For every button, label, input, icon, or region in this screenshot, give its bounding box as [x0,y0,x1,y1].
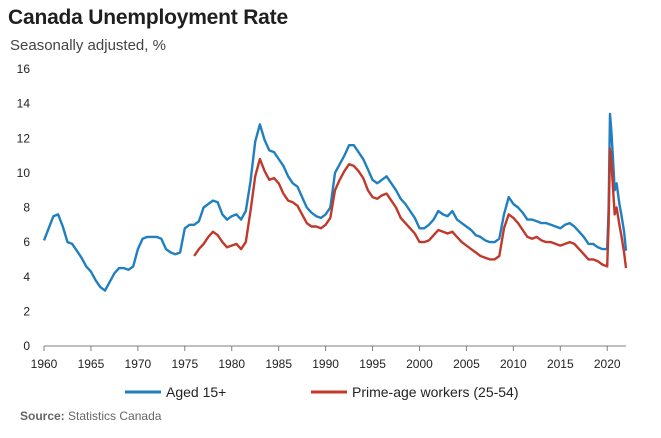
x-tick-label: 1975 [171,357,198,371]
series-line-2 [193,147,628,269]
x-tick-label: 1970 [125,357,152,371]
y-tick-label: 16 [17,62,31,76]
x-axis: 1960 1965 1970 1975 1980 1985 1990 1995 2000 2005… [31,345,626,371]
legend-label-2: Prime-age workers (25-54) [352,384,519,400]
x-tick-label: 2020 [594,357,621,371]
source-note: Source: Statistics Canada [20,409,161,423]
x-tick-label: 1985 [265,357,292,371]
x-tick-label: 1980 [218,357,245,371]
x-tick-label: 2005 [453,357,480,371]
y-tick-label: 10 [17,166,31,180]
x-tick-label: 2000 [406,357,433,371]
y-tick-label: 12 [17,131,31,145]
source-text: Statistics Canada [68,409,162,423]
x-tick-label: 1960 [31,357,58,371]
y-tick-label: 14 [17,97,31,111]
y-tick-label: 0 [23,339,30,353]
x-tick-label: 2010 [500,357,527,371]
legend: Aged 15+ Prime-age workers (25-54) [125,384,519,400]
x-tick-label: 1995 [359,357,386,371]
series-line-1 [42,112,628,292]
x-tick-label: 1990 [312,357,339,371]
y-tick-label: 4 [23,270,30,284]
x-tick-label: 1965 [78,357,105,371]
chart-subtitle: Seasonally adjusted, % [10,37,166,54]
plot-area [42,112,628,292]
legend-label-1: Aged 15+ [166,384,226,400]
source-label: Source: [20,409,65,423]
y-tick-label: 8 [23,201,30,215]
chart-title: Canada Unemployment Rate [8,6,288,29]
x-tick-label: 2015 [547,357,574,371]
y-axis: 0 2 4 6 8 10 12 14 16 [17,62,31,353]
y-tick-label: 6 [23,235,30,249]
y-tick-label: 2 [23,304,30,318]
